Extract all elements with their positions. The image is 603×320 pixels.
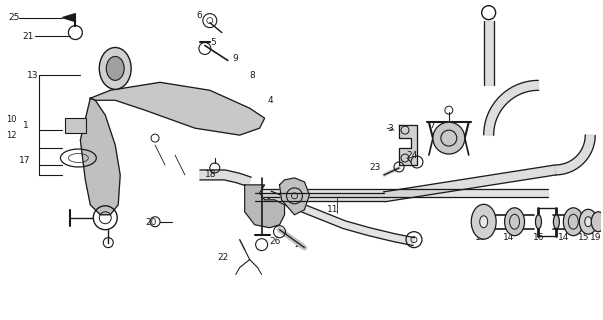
Text: 8: 8 (250, 71, 256, 80)
Text: 26: 26 (270, 237, 281, 246)
Text: 18: 18 (205, 171, 216, 180)
Ellipse shape (535, 215, 541, 229)
Text: 4: 4 (268, 96, 273, 105)
Polygon shape (250, 189, 548, 197)
Polygon shape (484, 80, 538, 135)
Text: 11: 11 (327, 205, 339, 214)
Polygon shape (280, 178, 309, 215)
Text: 17: 17 (19, 156, 30, 164)
Text: 19: 19 (590, 233, 601, 242)
Text: 1: 1 (22, 121, 28, 130)
Text: 23: 23 (369, 164, 380, 172)
Ellipse shape (563, 208, 583, 236)
Ellipse shape (585, 217, 592, 227)
Polygon shape (484, 20, 494, 85)
Ellipse shape (99, 47, 131, 89)
Ellipse shape (471, 204, 496, 239)
Circle shape (433, 122, 465, 154)
Text: 14: 14 (503, 233, 514, 242)
Text: 15: 15 (475, 233, 487, 242)
Polygon shape (90, 82, 265, 135)
Text: 20: 20 (145, 218, 156, 227)
Text: 6: 6 (196, 11, 201, 20)
Ellipse shape (480, 216, 488, 228)
Text: 13: 13 (27, 71, 38, 80)
Polygon shape (200, 170, 251, 187)
Text: 22: 22 (218, 253, 229, 262)
Text: 25: 25 (8, 13, 20, 22)
Text: 15: 15 (578, 233, 589, 242)
Polygon shape (245, 185, 285, 228)
Text: 3: 3 (387, 124, 393, 132)
Ellipse shape (554, 215, 560, 229)
Text: 2: 2 (294, 240, 300, 249)
Text: 12: 12 (5, 131, 16, 140)
Ellipse shape (505, 208, 525, 236)
Text: 16: 16 (532, 233, 545, 242)
Polygon shape (555, 135, 595, 175)
Text: 14: 14 (558, 233, 569, 242)
Polygon shape (254, 193, 384, 201)
Text: 9: 9 (233, 54, 238, 63)
Polygon shape (384, 165, 556, 202)
Polygon shape (268, 191, 415, 245)
Text: 10: 10 (5, 115, 16, 124)
Polygon shape (399, 125, 417, 165)
Text: 21: 21 (22, 32, 34, 41)
Ellipse shape (106, 56, 124, 80)
Polygon shape (63, 14, 75, 22)
Text: 7: 7 (429, 121, 435, 130)
Ellipse shape (592, 212, 603, 232)
Polygon shape (66, 118, 86, 133)
Polygon shape (80, 98, 120, 215)
Text: 5: 5 (210, 38, 216, 47)
Text: 24: 24 (406, 150, 417, 160)
Ellipse shape (579, 209, 597, 234)
